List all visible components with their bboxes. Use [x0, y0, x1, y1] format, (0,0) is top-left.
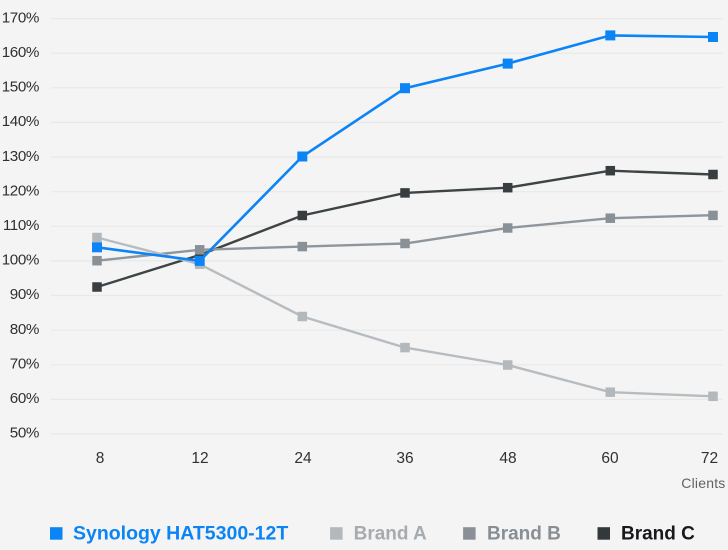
svg-text:90%: 90%	[10, 286, 39, 303]
svg-text:60%: 60%	[10, 390, 39, 407]
svg-text:140%: 140%	[2, 113, 39, 130]
svg-text:70%: 70%	[10, 356, 39, 373]
svg-text:60: 60	[601, 450, 619, 467]
svg-text:Brand A: Brand A	[354, 524, 427, 545]
svg-text:Brand B: Brand B	[487, 524, 561, 545]
svg-text:170%: 170%	[2, 9, 39, 26]
svg-text:72: 72	[701, 450, 718, 467]
svg-text:120%: 120%	[2, 182, 39, 199]
svg-text:36: 36	[396, 450, 413, 467]
svg-text:48: 48	[499, 450, 516, 467]
svg-text:12: 12	[191, 450, 208, 467]
svg-text:150%: 150%	[2, 79, 39, 96]
svg-text:80%: 80%	[10, 321, 39, 338]
svg-text:160%: 160%	[2, 44, 39, 61]
svg-text:130%: 130%	[2, 148, 39, 165]
svg-text:24: 24	[294, 450, 312, 467]
svg-text:Synology HAT5300-12T: Synology HAT5300-12T	[73, 523, 288, 545]
svg-text:110%: 110%	[3, 217, 39, 234]
svg-text:50%: 50%	[10, 425, 39, 442]
svg-text:8: 8	[96, 450, 105, 467]
svg-text:100%: 100%	[2, 252, 39, 269]
svg-text:Clients: Clients	[681, 475, 725, 491]
svg-text:Brand C: Brand C	[621, 524, 695, 545]
